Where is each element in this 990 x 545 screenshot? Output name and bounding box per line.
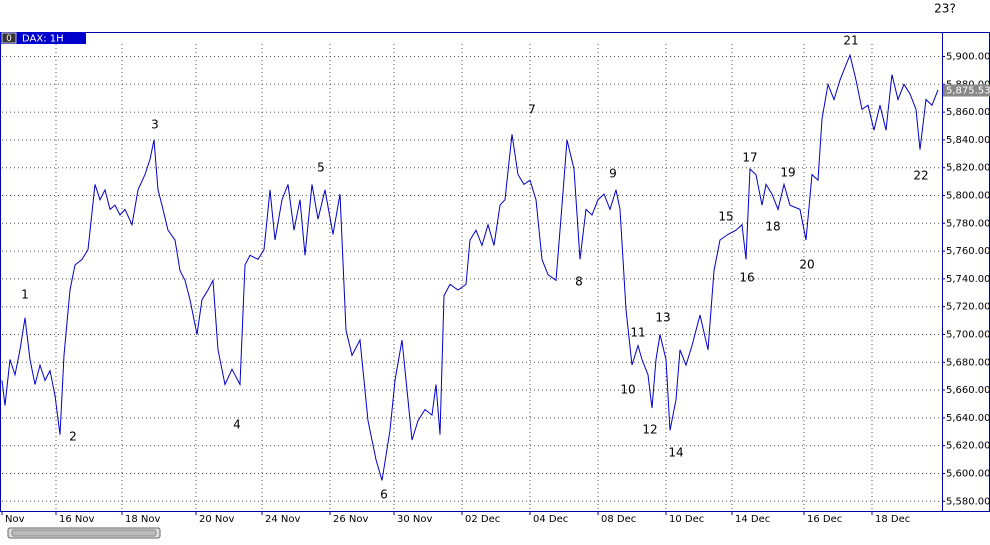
y-tick-label: 5,780.00 xyxy=(946,218,990,229)
chart-title: DAX: 1H xyxy=(22,34,64,45)
x-tick-label: 10 Dec xyxy=(669,514,704,525)
last-value-box xyxy=(943,84,990,97)
wave-label: 9 xyxy=(609,167,617,181)
wave-label: 12 xyxy=(642,423,657,437)
y-tick-label: 5,740.00 xyxy=(946,274,990,285)
panel-badge[interactable] xyxy=(1,32,17,44)
price-line xyxy=(1,53,939,481)
wave-label: 7 xyxy=(528,103,536,117)
x-tick-label: 24 Nov xyxy=(265,514,301,525)
panel-index: 0 xyxy=(6,34,12,44)
y-tick-label: 5,600.00 xyxy=(946,468,990,479)
y-tick-label: 5,860.00 xyxy=(946,107,990,118)
scrollbar-thumb[interactable] xyxy=(11,529,157,537)
x-tick-label: 16 Dec xyxy=(807,514,842,525)
x-tick-label: 02 Dec xyxy=(465,514,500,525)
y-tick-label: 5,900.00 xyxy=(946,52,990,63)
y-tick-label: 5,640.00 xyxy=(946,413,990,424)
y-tick-label: 5,620.00 xyxy=(946,441,990,452)
y-tick-label: 5,800.00 xyxy=(946,190,990,201)
wave-label: 19 xyxy=(780,166,795,180)
last-value-label: 5,875.53 xyxy=(946,86,990,97)
wave-label: 22 xyxy=(913,169,928,183)
panel-header xyxy=(0,32,86,44)
y-tick-label: 5,760.00 xyxy=(946,246,990,257)
wave-label: 15 xyxy=(718,210,733,224)
wave-label: 14 xyxy=(668,446,683,460)
wave-label: 4 xyxy=(233,418,241,432)
x-tick-label: 18 Dec xyxy=(875,514,910,525)
x-tick-label: 18 Nov xyxy=(125,514,161,525)
wave-label: 6 xyxy=(380,488,388,502)
wave-label: 16 xyxy=(739,271,754,285)
wave-label: 20 xyxy=(799,258,814,272)
y-tick-label: 5,840.00 xyxy=(946,135,990,146)
x-tick-label: 26 Nov xyxy=(333,514,369,525)
panel-border xyxy=(0,32,990,512)
x-tick-label: 14 Dec xyxy=(735,514,770,525)
wave-label: 11 xyxy=(630,326,645,340)
wave-label: 5 xyxy=(317,161,325,175)
wave-label: 8 xyxy=(575,275,583,289)
wave-label: 21 xyxy=(843,34,858,48)
wave-label: 10 xyxy=(620,383,635,397)
y-tick-label: 5,820.00 xyxy=(946,163,990,174)
wave-label: 18 xyxy=(765,220,780,234)
x-tick-label: 20 Nov xyxy=(199,514,235,525)
wave-label: 17 xyxy=(742,151,757,165)
y-tick-label: 5,720.00 xyxy=(946,302,990,313)
wave-label: 13 xyxy=(655,311,670,325)
wave-label: 2 xyxy=(69,430,77,444)
x-tick-label: 30 Nov xyxy=(397,514,433,525)
x-tick-label: 16 Nov xyxy=(59,514,95,525)
wave-label: 3 xyxy=(151,118,159,132)
y-tick-label: 5,680.00 xyxy=(946,357,990,368)
y-tick-label: 5,700.00 xyxy=(946,329,990,340)
x-tick-label: Nov xyxy=(5,514,25,525)
wave-label: 23? xyxy=(934,2,956,16)
y-tick-label: 5,660.00 xyxy=(946,385,990,396)
x-tick-label: 04 Dec xyxy=(533,514,568,525)
x-tick-label: 08 Dec xyxy=(601,514,636,525)
y-tick-label: 5,580.00 xyxy=(946,496,990,507)
wave-label: 1 xyxy=(21,288,29,302)
